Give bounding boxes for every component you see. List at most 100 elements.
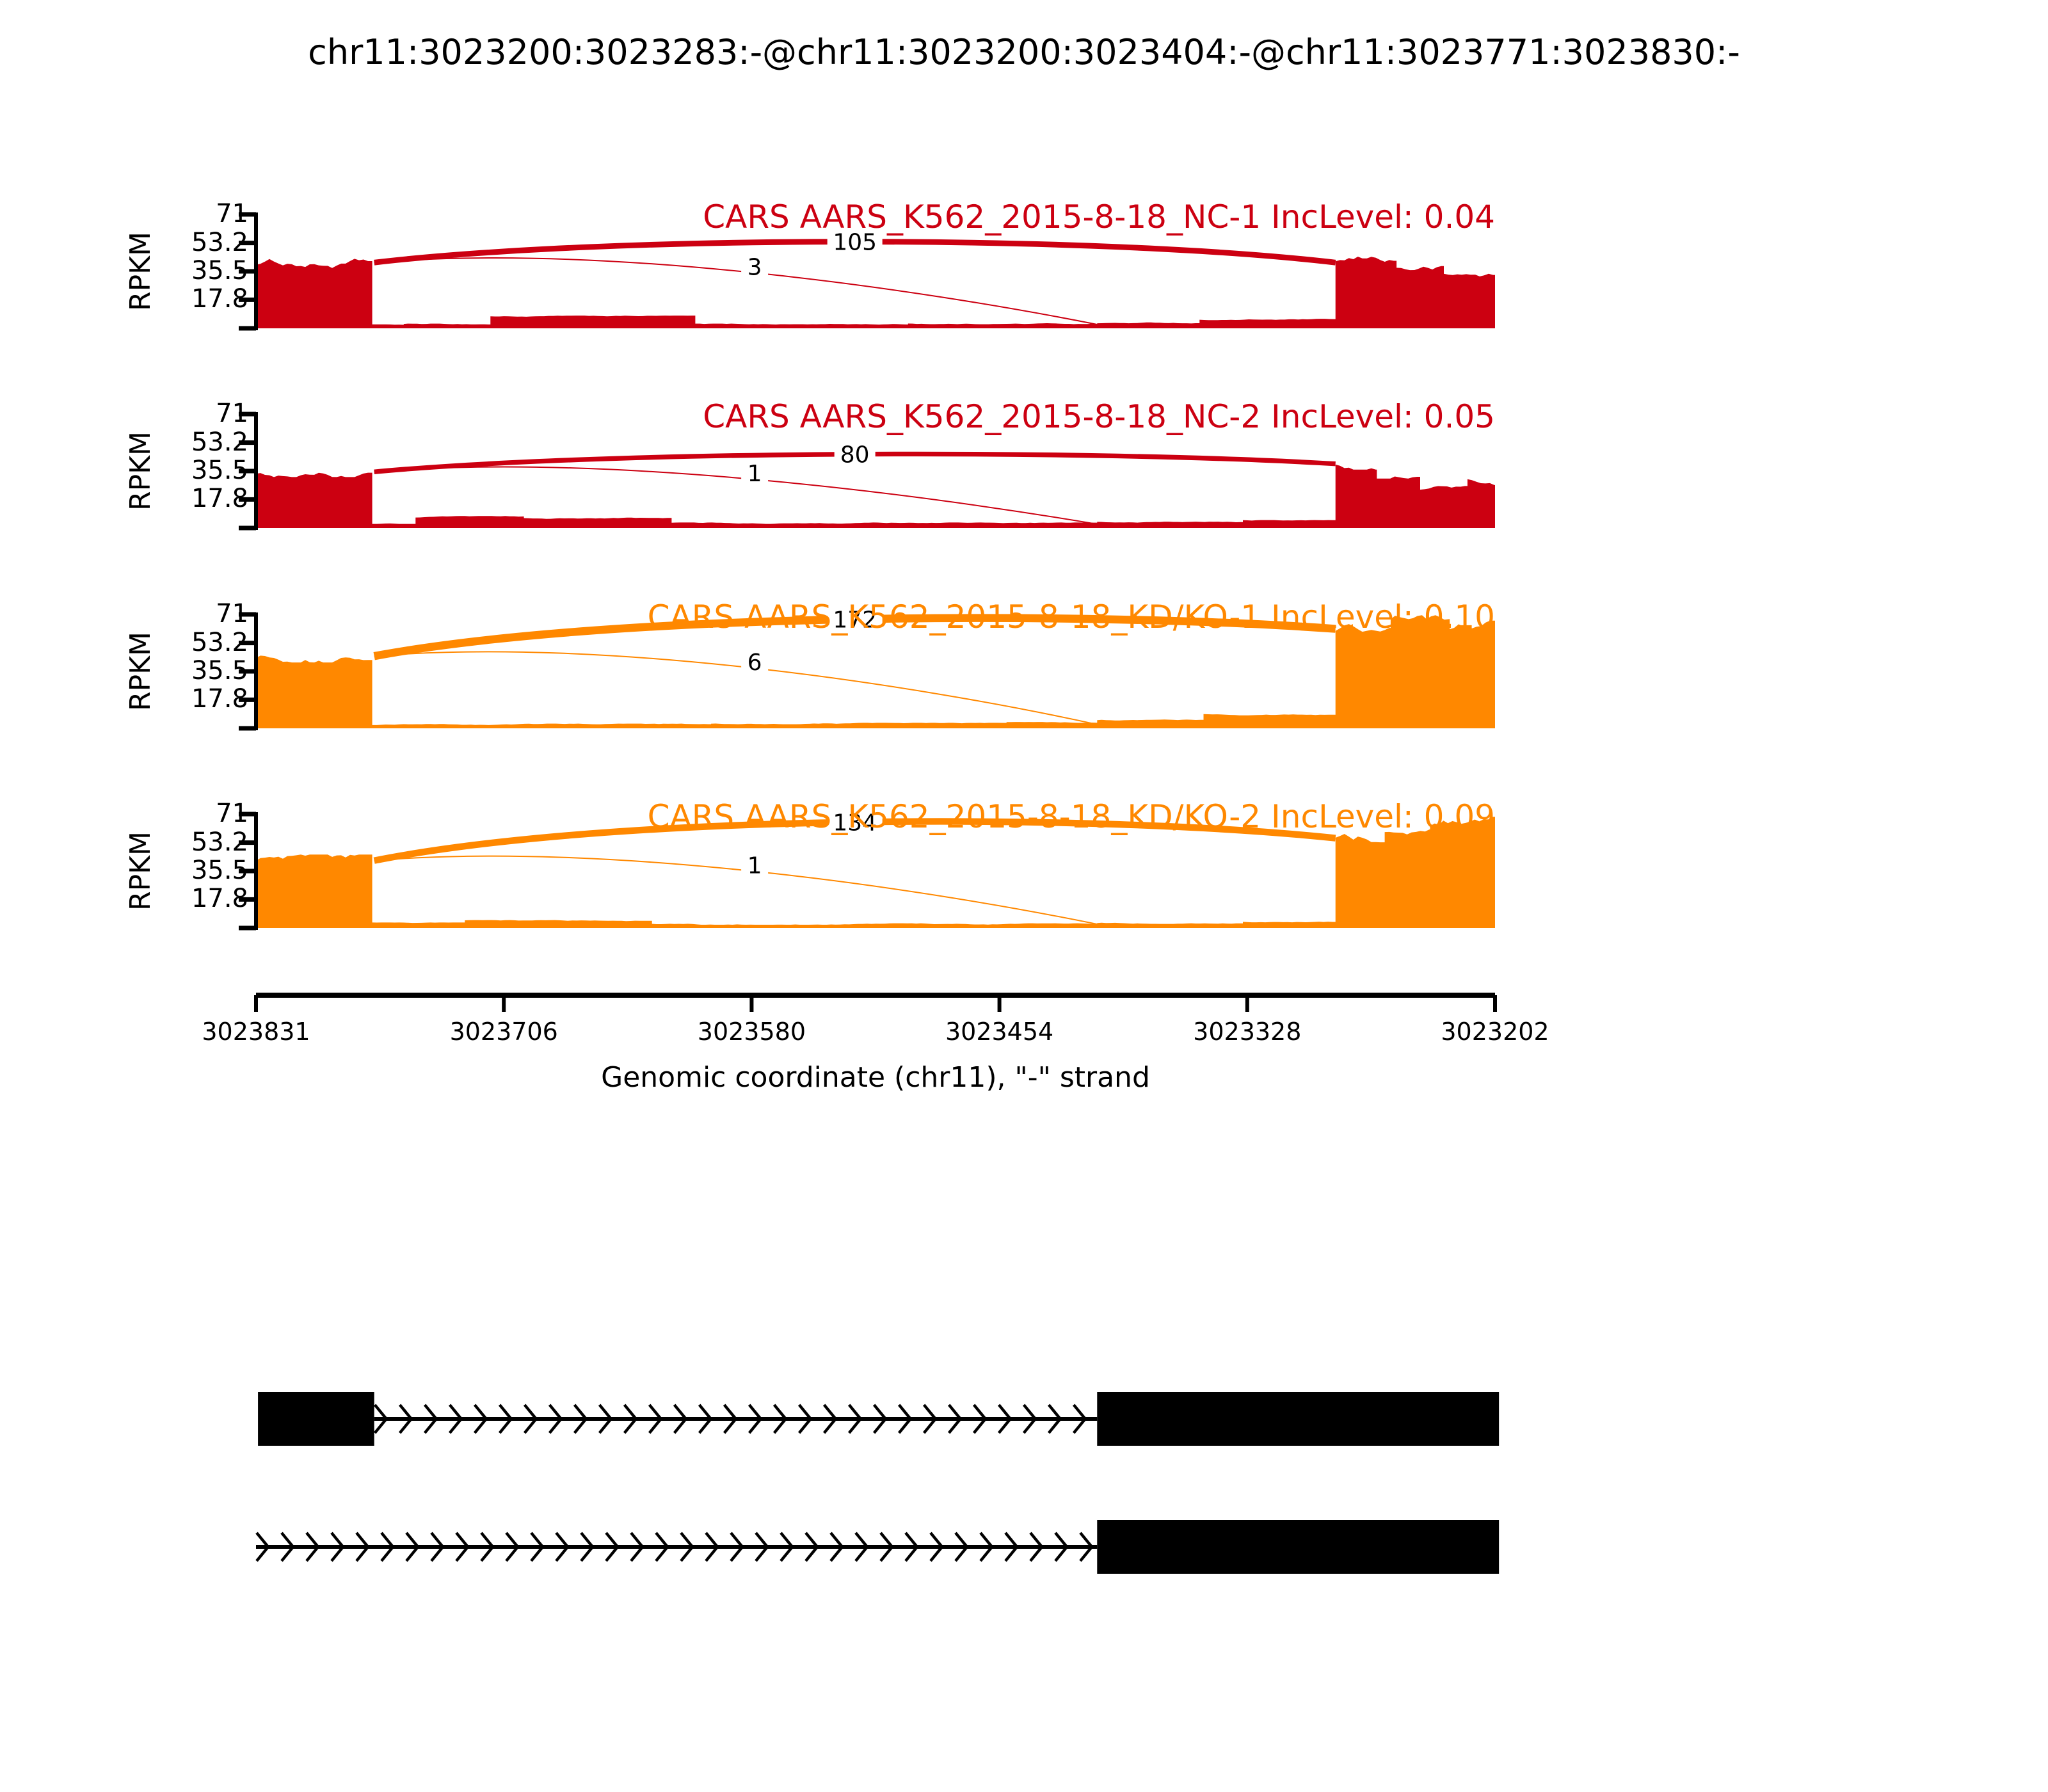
strand-arrow-icon xyxy=(954,1532,969,1562)
junction-count-bg xyxy=(827,808,883,836)
strand-arrow-icon xyxy=(847,1404,863,1434)
y-axis-tick xyxy=(239,468,256,474)
y-axis-tick xyxy=(239,326,256,331)
intron-line xyxy=(256,1545,1098,1549)
strand-arrow-icon xyxy=(879,1532,894,1562)
strand-arrow-icon xyxy=(929,1532,944,1562)
track-title: CARS AARS_K562_2015-8-18_KD/KO-1 IncLeve… xyxy=(647,598,1495,636)
strand-arrow-icon xyxy=(698,1404,713,1434)
strand-arrow-icon xyxy=(355,1532,370,1562)
strand-arrow-icon xyxy=(730,1532,744,1562)
strand-arrow-icon xyxy=(548,1404,563,1434)
strand-arrow-icon xyxy=(255,1532,270,1562)
strand-arrow-icon xyxy=(280,1532,295,1562)
y-axis-tick xyxy=(239,669,256,674)
y-tick-label: 53.2 xyxy=(191,627,248,657)
strand-arrow-icon xyxy=(405,1532,420,1562)
strand-arrow-icon xyxy=(648,1404,663,1434)
strand-arrow-icon xyxy=(473,1404,488,1434)
strand-arrow-icon xyxy=(947,1404,963,1434)
strand-arrow-icon xyxy=(804,1532,819,1562)
strand-arrow-icon xyxy=(305,1532,320,1562)
junction-count-label: 134 xyxy=(833,810,877,836)
y-axis-tick xyxy=(239,440,256,445)
y-axis-tick xyxy=(239,612,256,617)
y-axis-tick xyxy=(239,497,256,502)
strand-arrow-icon xyxy=(780,1532,794,1562)
exon-box xyxy=(258,1392,374,1446)
strand-arrow-icon xyxy=(1047,1404,1062,1434)
track-title: CARS AARS_K562_2015-8-18_NC-1 IncLevel: … xyxy=(703,198,1495,236)
strand-arrow-icon xyxy=(505,1532,520,1562)
strand-arrow-icon xyxy=(455,1532,470,1562)
strand-arrow-icon xyxy=(373,1404,388,1434)
y-tick-label: 71 xyxy=(216,399,248,428)
strand-arrow-icon xyxy=(797,1404,813,1434)
y-tick-label: 35.5 xyxy=(191,656,248,685)
strand-arrow-icon xyxy=(430,1532,445,1562)
coverage-area xyxy=(256,257,1495,328)
junction-count-bg xyxy=(741,648,769,676)
y-axis-tick xyxy=(239,925,256,931)
junction-count-label: 6 xyxy=(748,650,762,676)
y-axis-tick xyxy=(239,412,256,417)
strand-arrow-icon xyxy=(854,1532,869,1562)
y-axis-tick xyxy=(239,726,256,731)
junction-count-bg xyxy=(741,851,769,879)
junction-arc-inclusion xyxy=(374,257,1098,325)
y-axis-tick xyxy=(239,241,256,246)
junction-count-bg xyxy=(834,440,876,468)
y-axis-tick xyxy=(239,812,256,817)
strand-arrow-icon xyxy=(448,1404,463,1434)
track-title: CARS AARS_K562_2015-8-18_NC-2 IncLevel: … xyxy=(703,398,1495,435)
strand-arrow-icon xyxy=(398,1404,413,1434)
x-tick-label: 3023580 xyxy=(697,1018,806,1046)
junction-count-bg xyxy=(741,459,769,488)
y-tick-label: 35.5 xyxy=(191,456,248,485)
y-tick-label: 17.8 xyxy=(191,684,248,714)
coverage-area xyxy=(256,615,1495,728)
y-axis-title: RPKM xyxy=(124,232,157,311)
strand-arrow-icon xyxy=(480,1532,495,1562)
strand-arrow-icon xyxy=(979,1532,994,1562)
strand-arrow-icon xyxy=(498,1404,513,1434)
strand-arrow-icon xyxy=(1004,1532,1019,1562)
x-axis-tick xyxy=(997,995,1002,1012)
strand-arrow-icon xyxy=(972,1404,988,1434)
junction-count-label: 3 xyxy=(748,254,762,280)
y-axis-tick xyxy=(239,297,256,302)
y-axis-tick xyxy=(239,212,256,217)
strand-arrow-icon xyxy=(1029,1532,1044,1562)
y-axis-title: RPKM xyxy=(124,632,157,711)
y-tick-label: 53.2 xyxy=(191,427,248,457)
strand-arrow-icon xyxy=(997,1404,1012,1434)
strand-arrow-icon xyxy=(772,1404,788,1434)
strand-arrow-icon xyxy=(630,1532,644,1562)
y-tick-label: 35.5 xyxy=(191,856,248,885)
y-axis-tick xyxy=(239,269,256,274)
junction-arc-inclusion xyxy=(374,855,1098,925)
strand-arrow-icon xyxy=(1022,1404,1037,1434)
x-tick-label: 3023328 xyxy=(1193,1018,1302,1046)
strand-arrow-icon xyxy=(523,1404,538,1434)
strand-arrow-icon xyxy=(1079,1532,1094,1562)
coverage-area xyxy=(256,817,1495,928)
strand-arrow-icon xyxy=(1054,1532,1069,1562)
junction-arc-inclusion xyxy=(374,651,1098,725)
x-axis-label: Genomic coordinate (chr11), "-" strand xyxy=(601,1061,1150,1094)
y-tick-label: 35.5 xyxy=(191,256,248,285)
strand-arrow-icon xyxy=(623,1404,638,1434)
y-axis-title: RPKM xyxy=(124,431,157,511)
y-axis-tick xyxy=(239,697,256,702)
track-title: CARS AARS_K562_2015-8-18_KD/KO-2 IncLeve… xyxy=(647,798,1495,835)
junction-count-bg xyxy=(741,252,769,281)
y-tick-label: 71 xyxy=(216,599,248,628)
coverage-area xyxy=(256,464,1495,528)
strand-arrow-icon xyxy=(423,1404,438,1434)
y-axis-tick xyxy=(239,897,256,902)
exon-box xyxy=(1097,1392,1500,1446)
junction-count-label: 105 xyxy=(833,230,877,256)
x-tick-label: 3023454 xyxy=(945,1018,1054,1046)
